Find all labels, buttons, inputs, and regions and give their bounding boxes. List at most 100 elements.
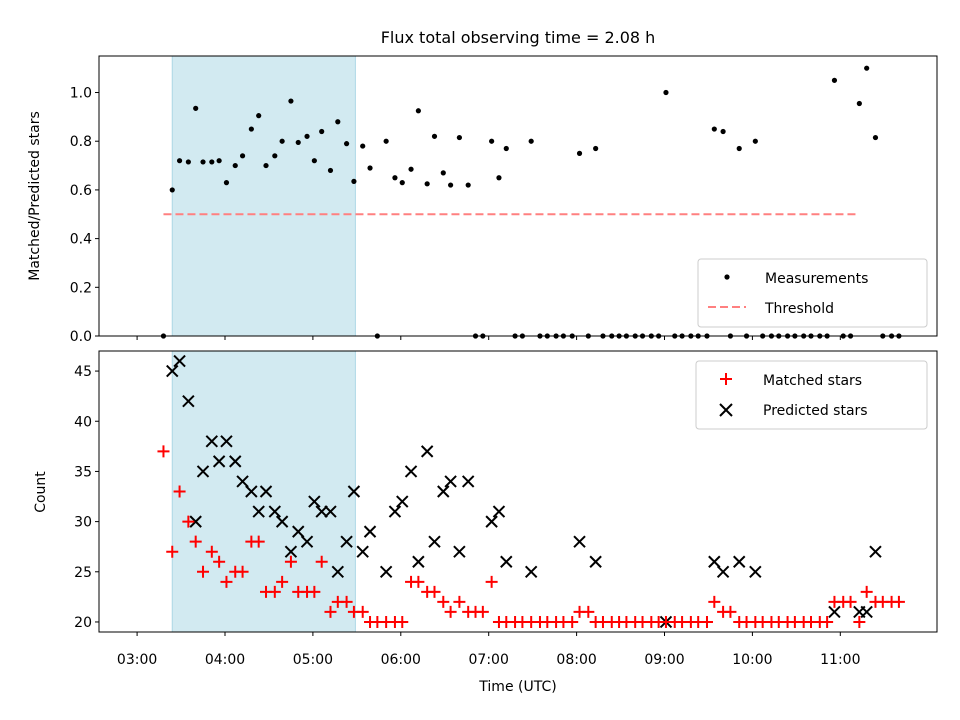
measurement-point	[248, 126, 254, 132]
predicted-stars-point	[189, 515, 202, 528]
matched-stars-point	[220, 575, 233, 588]
chart-title: Flux total observing time = 2.08 h	[381, 28, 656, 47]
matched-stars-point	[444, 605, 457, 618]
measurement-point	[431, 133, 438, 139]
y-tick-label: 0.0	[70, 329, 92, 345]
matched-stars-point	[453, 595, 466, 608]
matched-stars-point	[356, 605, 369, 618]
matched-stars-point	[844, 595, 857, 608]
predicted-stars-point	[324, 505, 337, 518]
observing-window	[171, 55, 356, 337]
measurement-point	[711, 126, 717, 132]
measurement-point	[295, 139, 301, 146]
predicted-stars-point	[259, 485, 273, 498]
matched-stars-point	[724, 605, 737, 618]
matched-stars-point	[566, 615, 579, 628]
predicted-stars-point	[492, 505, 506, 518]
matched-stars-point	[182, 515, 195, 528]
predicted-stars-point	[461, 475, 475, 488]
measurement-point	[169, 187, 175, 193]
measurement-point	[216, 158, 222, 164]
matched-stars-point	[853, 615, 866, 628]
top-panel: 0.0 0.2 0.4 0.6 0.8 1.0 Matched/Predicted sta…	[27, 55, 938, 345]
y-tick-label: 20	[74, 615, 92, 631]
x-tick-label: 09:00	[644, 652, 684, 668]
measurements-legend-label: Measurements	[765, 271, 868, 287]
bottom-legend-box	[695, 360, 928, 430]
y-tick-label: 30	[74, 515, 92, 531]
bottom-plot-frame	[98, 350, 938, 633]
top-y-axis-ticks: 0.0 0.2 0.4 0.6 0.8 1.0	[70, 86, 99, 345]
measurement-point	[232, 162, 238, 169]
measurement-point	[720, 128, 726, 135]
x-tick-label: 04:00	[205, 652, 245, 668]
predicted-stars-point	[396, 495, 409, 508]
matched-stars-point	[284, 555, 297, 568]
predicted-stars-point	[308, 495, 321, 508]
matched-stars-point	[157, 445, 170, 458]
matched-stars-point	[189, 535, 202, 548]
y-tick-label: 0.2	[70, 280, 92, 296]
matched-stars-point	[396, 615, 409, 628]
matched-stars-point	[412, 575, 425, 588]
predicted-stars-point	[363, 525, 377, 538]
predicted-stars-point	[412, 555, 425, 568]
matched-stars-point	[197, 565, 210, 578]
measurement-point	[319, 128, 325, 135]
top-y-axis-label: Matched/Predicted stars	[27, 111, 43, 281]
predicted-stars-legend-label: Predicted stars	[763, 403, 868, 419]
predicted-stars-point	[573, 535, 586, 548]
predicted-stars-point	[315, 505, 328, 518]
top-legend-box	[697, 258, 928, 328]
bottom-x-axis-ticks: 03:00 04:00 05:00 06:00 07:00 08:00 09:00 10:00…	[117, 632, 860, 668]
measurement-point	[193, 105, 199, 111]
predicted-stars-point	[749, 565, 762, 578]
y-tick-label: 45	[74, 364, 92, 380]
measurement-point	[415, 108, 421, 114]
measurement-point	[343, 141, 350, 147]
x-axis-label: Time (UTC)	[478, 679, 556, 695]
predicted-stars-point	[347, 485, 361, 498]
predicted-stars-point	[388, 505, 402, 518]
threshold-legend-label: Threshold	[764, 301, 834, 317]
measurement-point	[200, 159, 206, 165]
measurement-point	[288, 98, 294, 104]
predicted-stars-point	[869, 545, 882, 558]
matched-stars-point	[892, 595, 905, 608]
matched-stars-point	[485, 575, 498, 588]
measurement-point	[440, 170, 446, 176]
matched-stars-point	[252, 535, 265, 548]
measurement-point	[503, 145, 509, 152]
measurement-point	[360, 143, 366, 149]
matched-stars-point	[821, 615, 834, 628]
matched-stars-point	[708, 595, 721, 608]
matched-stars-legend-label: Matched stars	[763, 373, 862, 389]
predicted-stars-point	[236, 475, 249, 488]
predicted-stars-point	[275, 515, 289, 528]
measurement-point	[335, 119, 341, 125]
x-tick-label: 06:00	[381, 652, 421, 668]
observing-window	[171, 350, 356, 633]
measurement-point	[872, 134, 879, 141]
measurement-point	[327, 167, 334, 174]
observing-window-shade	[171, 55, 356, 337]
top-legend: Measurements Threshold	[697, 258, 928, 328]
matched-stars-point	[437, 595, 450, 608]
matched-stars-point	[213, 555, 226, 568]
x-tick-label: 03:00	[117, 652, 157, 668]
bottom-y-axis-label: Count	[33, 471, 49, 513]
predicted-stars-point	[404, 465, 418, 478]
matched-stars-point	[173, 485, 186, 498]
y-tick-label: 0.8	[70, 134, 92, 150]
matched-stars-point	[268, 585, 281, 598]
measurement-point	[392, 175, 398, 181]
measurement-point	[424, 181, 430, 187]
predicted-stars-legend-marker	[719, 403, 733, 417]
matched-stars-point	[205, 545, 218, 558]
y-tick-label: 0.6	[70, 183, 92, 199]
predicted-stars-point	[268, 505, 282, 518]
predicted-stars-point	[292, 525, 305, 538]
measurement-point	[239, 153, 246, 159]
measurement-point	[456, 134, 462, 141]
